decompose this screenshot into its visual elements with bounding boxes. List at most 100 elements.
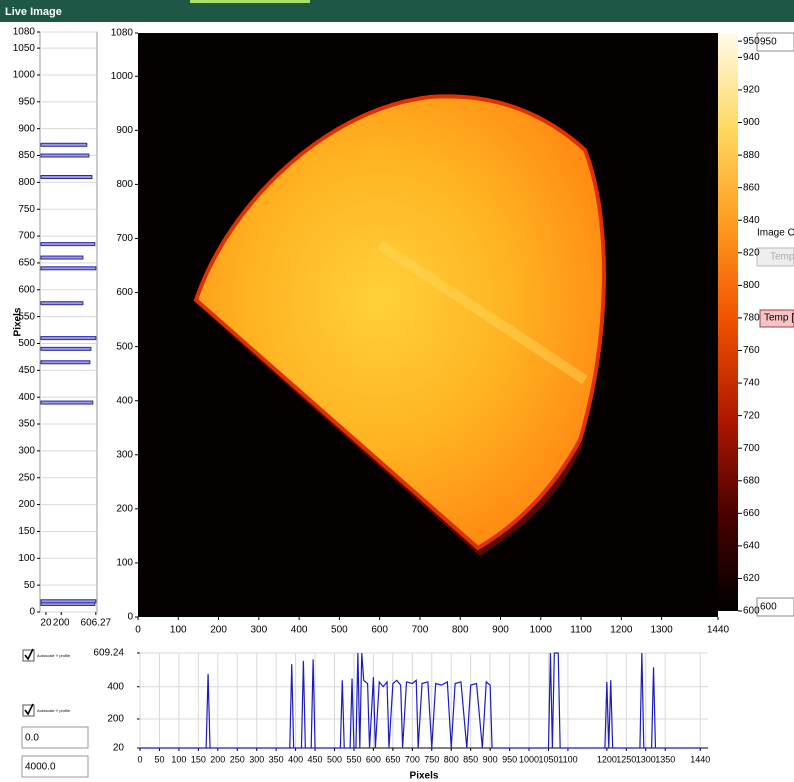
colorbar-tick-label: 880: [743, 150, 760, 161]
y-tick-label: 650: [18, 258, 35, 269]
x-tick-label: 1440: [707, 625, 730, 636]
y-tick-label: 500: [18, 338, 35, 349]
offset-input-text: 0.0: [25, 733, 39, 744]
x-tick-label: 1300: [636, 754, 656, 764]
temp-button-disabled-text: Temp [C: [770, 252, 794, 263]
page: Live Image Pixels 950 600 Image Out Temp…: [0, 0, 794, 782]
x-tick-label: 300: [249, 754, 264, 764]
x-tick-label: 700: [412, 625, 429, 636]
x-tick-label: 800: [444, 754, 459, 764]
x-tick-label: 550: [346, 754, 361, 764]
profile-line: [41, 401, 93, 404]
profile-line: [41, 337, 96, 340]
colorbar-tick-label: 640: [743, 541, 760, 552]
profile-line: [41, 243, 95, 246]
y-tick-label: 0: [29, 607, 35, 618]
x-tick-label: 1000: [530, 625, 553, 636]
colorbar-tick-label: 620: [743, 573, 760, 584]
x-tick-label: 150: [191, 754, 206, 764]
y-tick-label: 300: [18, 446, 35, 457]
x-tick-label: 800: [452, 625, 469, 636]
y-tick-label: 1080: [13, 27, 36, 38]
y-tick-label: 20: [113, 743, 125, 754]
colorbar-tick-label: 600: [743, 606, 760, 617]
x-tick-label: 900: [483, 754, 498, 764]
y-tick-label: 250: [18, 472, 35, 483]
profile-line: [41, 302, 83, 305]
temp-button-text: Temp [C: [764, 313, 794, 324]
x-tick-label: 50: [154, 754, 164, 764]
y-tick-label: 150: [18, 526, 35, 537]
colorbar-tick-label: 800: [743, 280, 760, 291]
x-tick-label: 600: [366, 754, 381, 764]
min-input-text: 600: [760, 602, 777, 613]
y-tick-label: 950: [18, 96, 35, 107]
left-profile-plot: [40, 32, 97, 612]
colorbar-tick-label: 900: [743, 117, 760, 128]
y-tick-label: 900: [18, 123, 35, 134]
x-tick-label: 500: [327, 754, 342, 764]
x-tick-label: 450: [308, 754, 323, 764]
colorbar-tick-label: 940: [743, 52, 760, 63]
colorbar-tick-label: 780: [743, 313, 760, 324]
y-tick-label: 700: [116, 233, 133, 244]
x-tick-label: 0: [137, 754, 142, 764]
y-tick-label: 600: [116, 287, 133, 298]
colorbar-tick-label: 700: [743, 443, 760, 454]
x-tick-label: 250: [230, 754, 245, 764]
y-tick-label: 1000: [13, 70, 36, 81]
y-tick-label: 1080: [111, 28, 134, 39]
y-tick-label: 200: [107, 714, 124, 725]
x-tick-label: 100: [171, 754, 186, 764]
x-tick-label: 700: [405, 754, 420, 764]
autoscale-label-2: Autoscale Y profile: [37, 708, 71, 713]
x-tick-label: 20: [40, 618, 52, 629]
y-tick-label: 350: [18, 419, 35, 430]
y-tick-label: 1050: [13, 43, 36, 54]
y-tick-label: 0: [127, 612, 133, 623]
y-tick-label: 850: [18, 150, 35, 161]
colorbar-tick-label: 840: [743, 215, 760, 226]
y-tick-label: 550: [18, 311, 35, 322]
profile-line: [41, 154, 89, 157]
colorbar-tick-label: 860: [743, 182, 760, 193]
colorbar-tick-label: 740: [743, 378, 760, 389]
x-tick-label: 1200: [610, 625, 633, 636]
bottom-profile-plot: [140, 653, 708, 748]
title-bar-accent: [190, 0, 310, 3]
colorbar-tick-label: 680: [743, 475, 760, 486]
x-tick-label: 1250: [616, 754, 636, 764]
y-tick-label: 400: [107, 681, 124, 692]
y-tick-label: 200: [116, 503, 133, 514]
y-tick-label: 800: [18, 177, 35, 188]
x-tick-label: 1000: [519, 754, 539, 764]
y-tick-label: 500: [116, 341, 133, 352]
x-tick-label: 200: [210, 625, 227, 636]
y-tick-label: 900: [116, 125, 133, 136]
x-tick-label: 100: [170, 625, 187, 636]
profile-line: [41, 267, 96, 270]
y-tick-label: 700: [18, 231, 35, 242]
x-tick-label: 400: [288, 754, 303, 764]
y-tick-label: 400: [116, 395, 133, 406]
y-tick-label: 400: [18, 392, 35, 403]
y-tick-label: 50: [24, 580, 36, 591]
x-tick-label: 1350: [655, 754, 675, 764]
live-image-window: Live Image Pixels 950 600 Image Out Temp…: [0, 0, 794, 782]
max-input-text: 950: [760, 37, 777, 48]
profile-line: [41, 176, 92, 179]
colorbar: [718, 33, 738, 611]
x-tick-label: 1200: [597, 754, 617, 764]
y-tick-label: 450: [18, 365, 35, 376]
x-tick-label: 350: [269, 754, 284, 764]
y-tick-label: 800: [116, 179, 133, 190]
image-out-label: Image Out: [757, 228, 794, 239]
x-tick-label: 606.27: [81, 618, 112, 629]
x-tick-label: 750: [424, 754, 439, 764]
x-tick-label: 200: [210, 754, 225, 764]
profile-line: [41, 361, 90, 364]
x-tick-label: 600: [371, 625, 388, 636]
profile-line: [41, 143, 87, 146]
colorbar-tick-label: 950: [743, 36, 760, 47]
bottom-profile-xlabel: Pixels: [410, 771, 439, 782]
